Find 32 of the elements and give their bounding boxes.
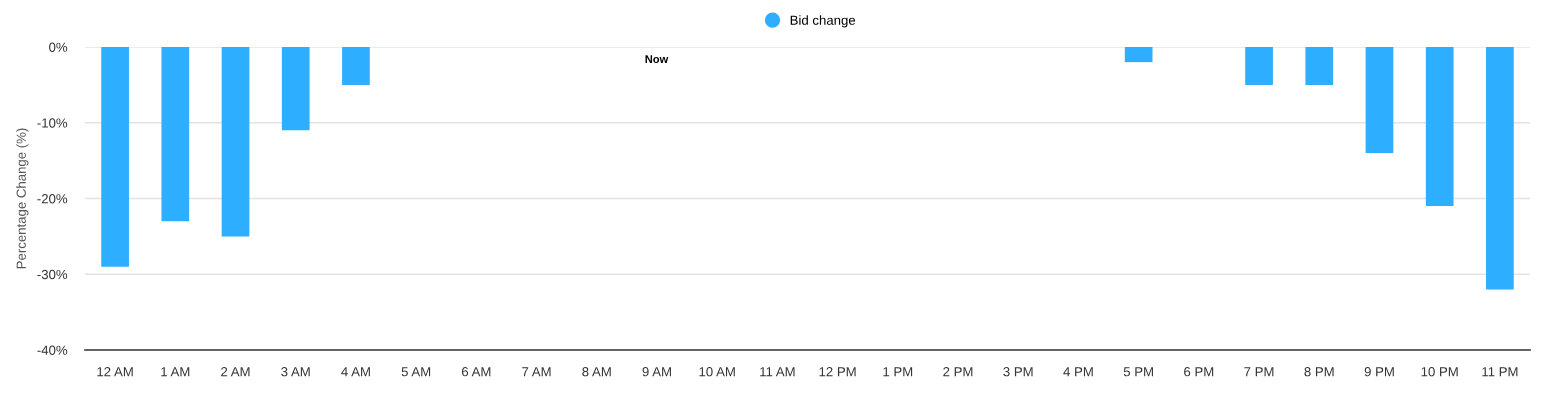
x-tick-label: 10 AM <box>699 367 735 377</box>
x-tick-label: 9 PM <box>1364 367 1394 377</box>
x-tick-label: 1 AM <box>161 367 190 377</box>
x-tick-label: 8 PM <box>1304 367 1334 377</box>
x-tick-label: 6 AM <box>461 367 491 377</box>
x-tick-label: 3 PM <box>1003 367 1033 377</box>
y-tick-label: -20% <box>37 194 68 204</box>
x-tick-label: 7 AM <box>522 367 551 377</box>
x-tick-label: 12 AM <box>97 367 133 377</box>
x-tick-label: 12 PM <box>819 367 856 377</box>
x-tick-label: 8 AM <box>582 367 611 377</box>
x-tick-label: 10 PM <box>1421 367 1458 377</box>
x-tick-label: 11 AM <box>760 367 795 377</box>
x-tick-label: 5 PM <box>1123 367 1153 377</box>
x-tick-label: 5 AM <box>401 367 431 377</box>
x-tick-label: 2 PM <box>943 367 973 377</box>
y-axis-title: Percentage Change (%) <box>16 128 29 269</box>
x-tick-label: 1 PM <box>883 367 913 377</box>
legend-label: Bid change <box>790 15 856 28</box>
y-tick-label: 0% <box>49 42 68 52</box>
y-tick-label: -30% <box>37 269 68 280</box>
x-tick-label: 11 PM <box>1482 367 1518 377</box>
x-tick-label: 3 AM <box>281 367 310 377</box>
y-tick-label: -40% <box>37 345 68 355</box>
x-tick-label: 2 AM <box>221 367 250 377</box>
x-tick-label: 9 AM <box>642 367 671 377</box>
x-tick-label: 6 PM <box>1184 367 1214 377</box>
y-tick-label: -10% <box>37 118 68 128</box>
x-tick-label: 7 PM <box>1244 367 1274 377</box>
x-tick-label: 4 AM <box>341 367 370 377</box>
x-tick-label: 4 PM <box>1063 367 1093 377</box>
annotation: Now <box>645 55 669 64</box>
